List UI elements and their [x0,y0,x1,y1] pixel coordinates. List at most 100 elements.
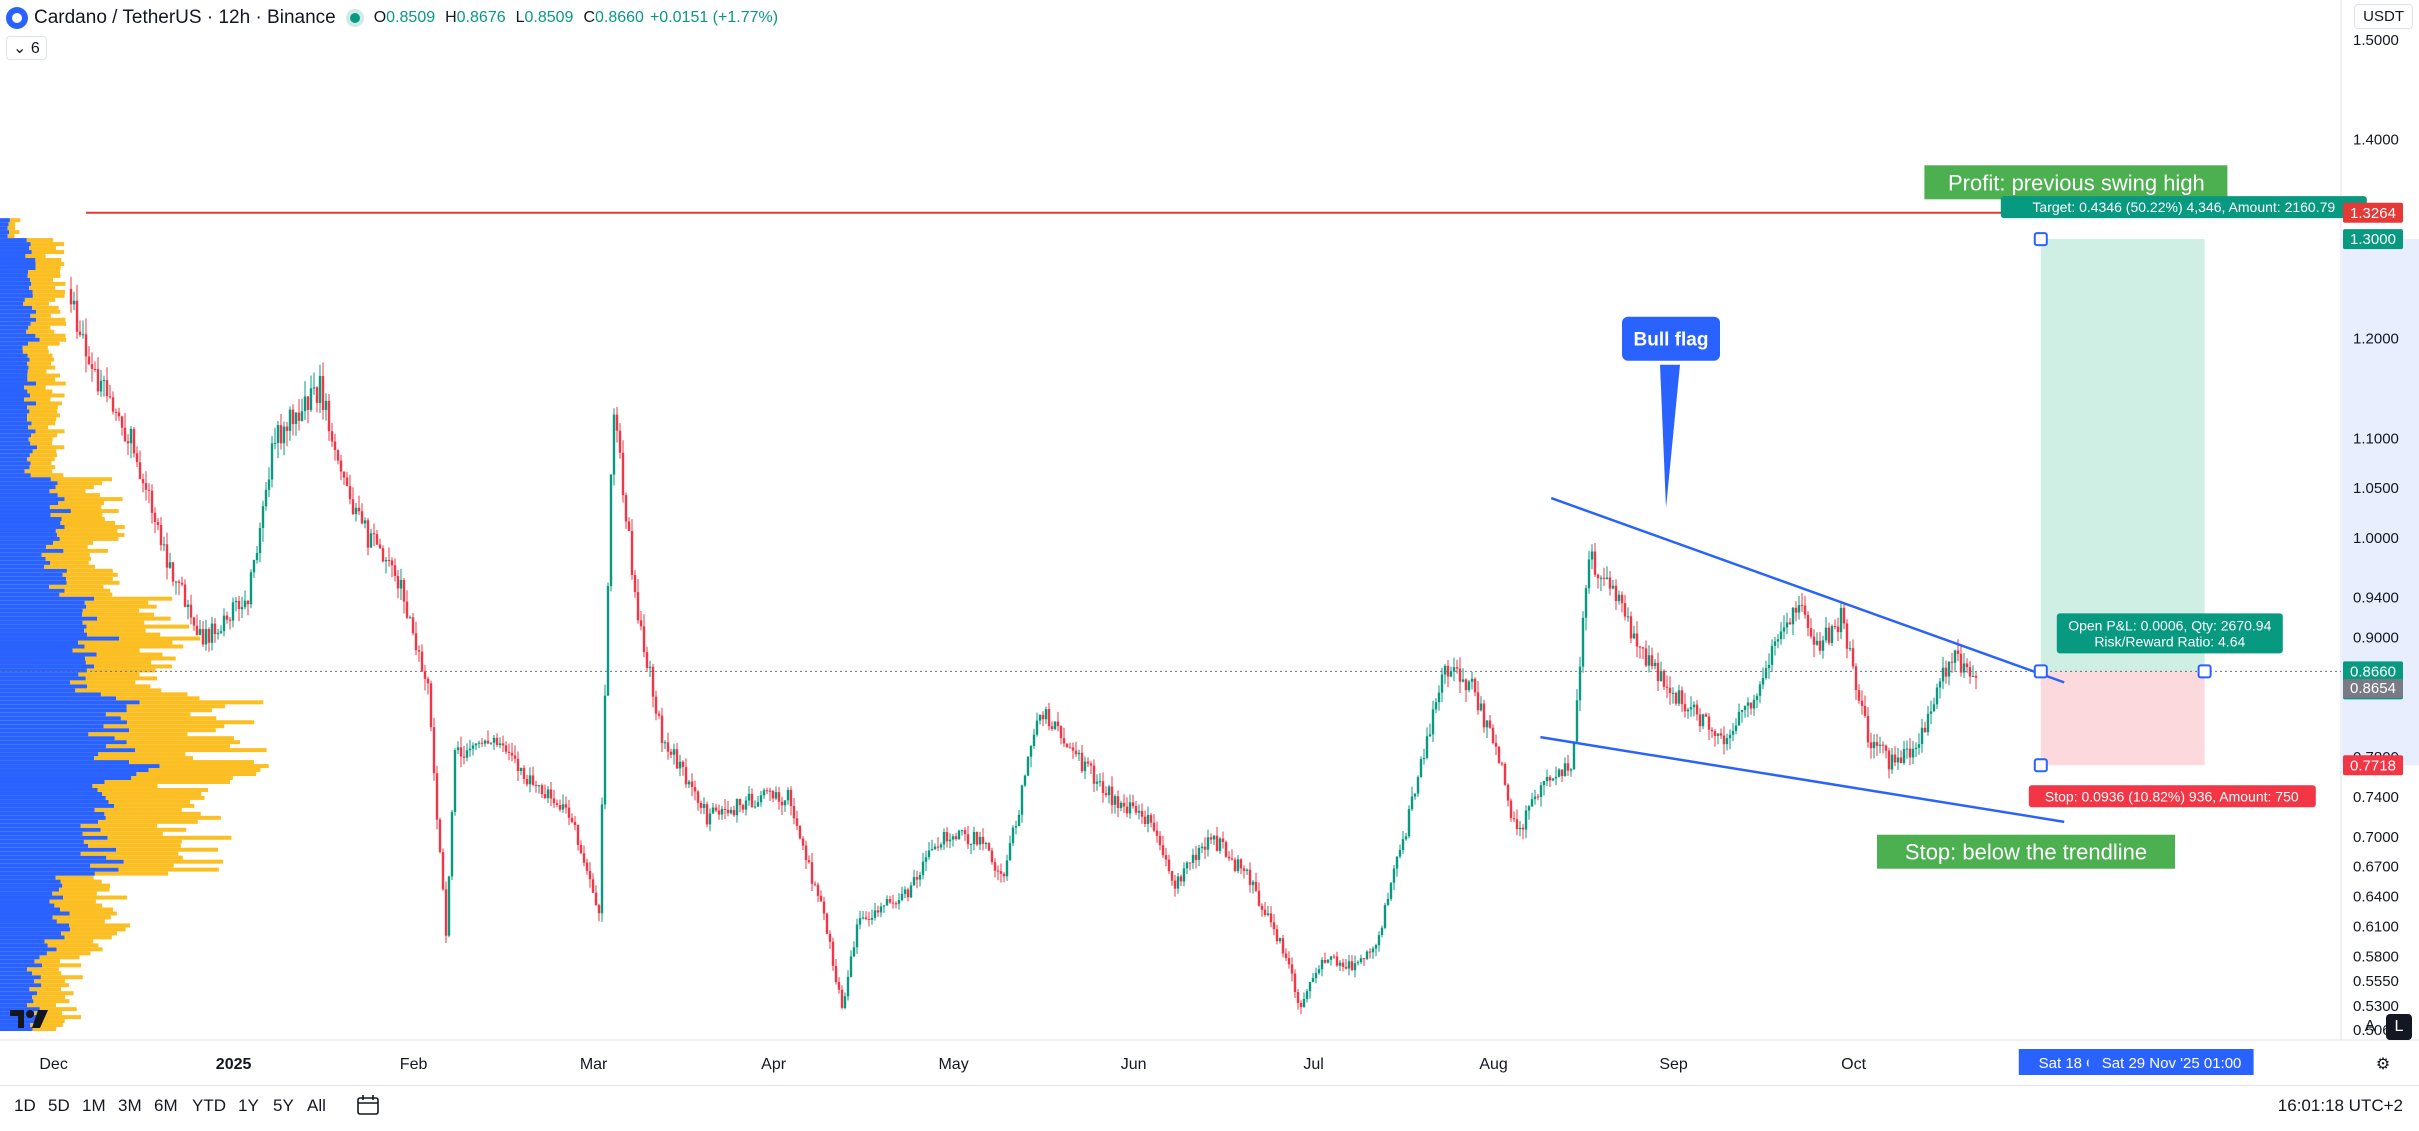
range-5d-button[interactable]: 5D [48,1096,70,1115]
candle-body [534,784,538,786]
candle-body [1704,714,1708,717]
candle-body [282,426,286,444]
candle-body [1800,605,1804,607]
candle-body [855,924,859,948]
range-all-button[interactable]: All [307,1096,326,1115]
volume-profile-buy-bar [0,556,46,561]
volume-profile-buy-bar [0,819,98,824]
candle-body [1299,1003,1303,1007]
candle-body [300,411,304,421]
candle-body [654,696,658,714]
volume-profile-buy-bar [0,469,25,474]
candle-body [1431,709,1435,735]
candle-body [90,364,94,369]
clock[interactable]: 16:01:18 UTC+2 [2277,1096,2403,1115]
candle-body [765,790,769,792]
candle-body [1464,679,1468,691]
volume-profile-buy-bar [0,289,33,294]
volume-profile-buy-bar [0,604,87,609]
candle-body [87,356,91,365]
candle-body [930,849,934,851]
volume-profile-sell-bar [98,819,198,824]
currency-button[interactable]: USDT [2354,4,2413,29]
candle-body [1443,665,1447,675]
candle-body [678,761,682,769]
candle-body [939,844,943,848]
log-scale-icon[interactable]: L [2386,1014,2412,1040]
volume-profile-buy-bar [0,895,64,900]
candle-body [1506,784,1510,801]
settings-icon[interactable]: ⚙ [2375,1056,2391,1073]
volume-profile-sell-bar [22,349,49,354]
volume-profile-sell-bar [29,465,56,470]
volume-profile-sell-bar [126,704,226,709]
candle-body [1023,775,1027,786]
volume-profile-buy-bar [0,453,30,458]
candle-body [264,489,268,507]
range-ytd-button[interactable]: YTD [192,1096,226,1115]
volume-profile-buy-bar [0,660,86,665]
range-1d-button[interactable]: 1D [14,1096,36,1115]
candle-body [1329,956,1333,960]
volume-profile-sell-bar [55,875,94,880]
candle-body [966,834,970,845]
candle-body [1728,734,1732,739]
candle-body [126,441,130,444]
time-axis-pane[interactable] [0,1040,2341,1085]
candle-body [1743,705,1747,710]
auto-scale-icon[interactable]: A [2364,1018,2376,1035]
volume-profile-sell-bar [28,425,49,430]
volume-profile-sell-bar [30,321,67,326]
candle-body [840,989,844,1008]
candle-body [1356,962,1360,964]
symbol-title[interactable]: Cardano / TetherUS · 12h · Binance [34,7,336,28]
price-tick-label: 0.6100 [2353,918,2399,935]
candle-body [1659,670,1663,682]
indicators-toggle-button[interactable]: ⌄ 6 [6,36,47,60]
calendar-icon[interactable] [356,1094,380,1116]
candle-body [432,727,436,774]
candle-body [1143,816,1147,824]
candle-body [339,460,343,472]
candle-body [1479,703,1483,711]
candle-body [468,748,472,751]
volume-profile-sell-bar [136,772,257,777]
range-3m-button[interactable]: 3M [118,1096,142,1115]
range-6m-button[interactable]: 6M [154,1096,178,1115]
tradingview-logo-icon[interactable] [10,1008,50,1035]
volume-profile-sell-bar [26,329,55,334]
candle-body [1362,958,1366,960]
volume-profile-buy-bar [0,238,27,243]
range-1y-button[interactable]: 1Y [238,1096,259,1115]
candle-body [1716,733,1720,736]
candle-body [846,976,850,997]
volume-profile-sell-bar [30,473,64,478]
volume-profile-buy-bar [0,859,124,864]
candle-body [957,830,961,839]
candle-body [1599,577,1603,579]
candle-body [1602,577,1606,579]
volume-profile-buy-bar [0,489,50,494]
range-5y-button[interactable]: 5Y [273,1096,294,1115]
volume-profile-sell-bar [78,640,173,645]
candle-body [465,750,469,758]
candle-body [351,499,355,515]
candle-body [1629,616,1633,639]
range-1m-button[interactable]: 1M [82,1096,106,1115]
candle-body [1167,859,1171,872]
candle-body [171,562,175,582]
candle-body [1062,738,1066,744]
candle-body [1227,856,1231,859]
volume-profile-buy-bar [0,461,31,466]
candle-body [324,400,328,410]
candle-body [1749,702,1753,709]
candle-body [177,581,181,583]
candle-body [822,901,826,914]
candle-body [78,331,82,335]
candle-body [84,334,88,357]
volume-profile-buy-bar [0,712,106,717]
volume-profile-sell-bar [82,620,145,625]
candle-body [393,565,397,576]
volume-profile-buy-bar [0,772,137,777]
